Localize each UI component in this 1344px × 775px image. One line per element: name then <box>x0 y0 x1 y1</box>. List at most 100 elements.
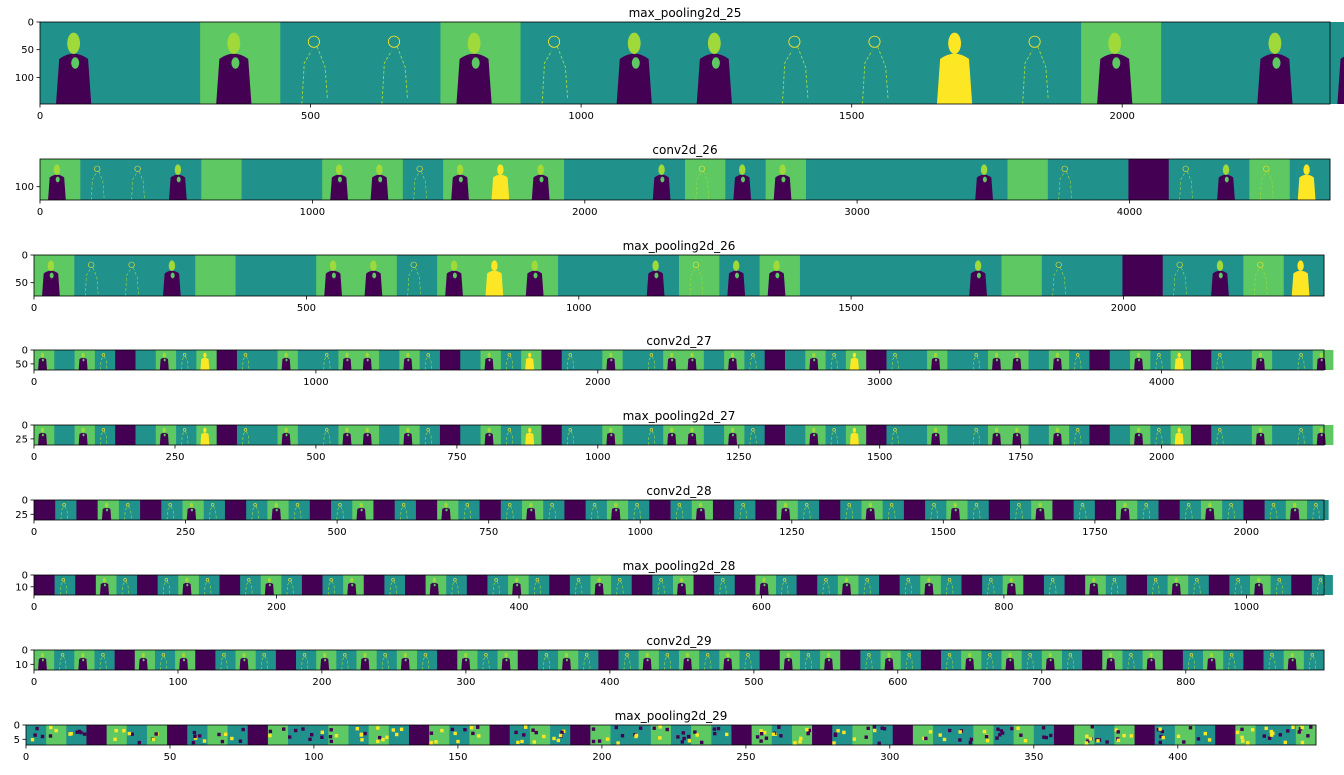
feature-map-tile <box>561 425 583 445</box>
person-hands <box>671 433 674 437</box>
feature-map-tile <box>561 350 583 370</box>
edge-head <box>677 503 682 507</box>
feature-map-tile <box>405 575 427 595</box>
activation-dot <box>807 728 811 733</box>
person-head <box>141 652 145 658</box>
feature-map-tile <box>578 650 599 670</box>
person-hands <box>976 272 981 279</box>
x-tick-label: 2000 <box>1234 527 1259 538</box>
person-silhouette <box>780 507 791 520</box>
person-hands <box>445 508 448 512</box>
edge-outline <box>381 655 389 671</box>
feature-map-tile <box>1109 425 1131 445</box>
feature-map-tile <box>1292 350 1314 370</box>
feature-map-tile <box>973 725 994 745</box>
person-silhouette <box>526 507 536 520</box>
feature-map-tile <box>1291 575 1313 595</box>
feature-map-tile <box>1272 350 1293 370</box>
activation-dot <box>958 738 962 742</box>
feature-map-tile <box>500 350 522 370</box>
y-tick-label: 0 <box>22 646 28 657</box>
feature-map-tile <box>1188 575 1210 595</box>
edge-outline <box>506 355 514 371</box>
person-silhouette <box>1211 270 1229 296</box>
activation-dot <box>695 733 699 737</box>
feature-map-tile <box>1190 425 1212 445</box>
person-silhouette <box>1255 432 1265 445</box>
person-hands <box>735 272 739 279</box>
feature-map-tile <box>1122 255 1164 296</box>
x-tick-label: 1500 <box>839 111 864 122</box>
person-hands <box>1259 358 1262 362</box>
feature-map-tile <box>1229 575 1251 595</box>
person-silhouette <box>38 657 47 670</box>
feature-map-tile <box>1243 650 1264 670</box>
edge-outline <box>1052 267 1066 297</box>
person-head <box>185 577 189 583</box>
activation-dot <box>866 726 870 730</box>
activation-dot <box>385 735 389 739</box>
edge-head <box>1218 428 1222 432</box>
person-silhouette <box>347 582 357 595</box>
person-hands <box>366 433 369 437</box>
person-head <box>690 427 694 433</box>
activation-dot <box>560 730 564 734</box>
feature-map-tile <box>34 500 56 520</box>
feature-map-tile <box>446 575 468 595</box>
edge-outline <box>616 580 624 596</box>
edge-outline <box>1216 430 1224 446</box>
person-head <box>731 427 735 433</box>
feature-map-tile <box>394 500 417 520</box>
x-tick-label: 0 <box>31 677 37 688</box>
person-silhouette <box>512 582 522 595</box>
person-head <box>168 260 176 272</box>
feature-map-tile <box>318 350 339 370</box>
edge-outline <box>1049 580 1057 596</box>
edge-head <box>453 578 457 582</box>
person-silhouette <box>200 432 210 445</box>
person-silhouette <box>616 53 652 104</box>
person-silhouette <box>403 432 413 445</box>
edge-head <box>698 165 706 172</box>
edge-outline <box>695 171 710 201</box>
activation-dot <box>658 725 662 729</box>
person-hands <box>360 508 363 512</box>
feature-map-tile <box>1231 350 1253 370</box>
person-head <box>1319 352 1323 358</box>
feature-map-tile <box>54 650 75 670</box>
activation-dot <box>713 731 717 736</box>
person-hands <box>784 508 788 512</box>
edge-head <box>94 165 101 172</box>
x-tick-label: 700 <box>1032 677 1051 688</box>
edge-outline <box>972 430 980 446</box>
person-head <box>934 427 938 433</box>
feature-map-tile <box>336 650 357 670</box>
activation-dot <box>552 736 556 741</box>
activation-dot <box>985 738 990 743</box>
edge-outline <box>689 267 704 297</box>
edge-head <box>576 578 581 582</box>
person-hands <box>71 57 80 69</box>
activation-dot <box>310 733 314 737</box>
person-hands <box>204 358 207 362</box>
feature-map-tile <box>886 425 908 445</box>
edge-head <box>824 578 828 582</box>
edge-head <box>410 261 417 268</box>
activation-dot <box>1044 735 1048 740</box>
edge-outline <box>1173 267 1187 297</box>
edge-head <box>568 428 572 432</box>
feature-map-tile <box>1082 255 1123 296</box>
person-head <box>670 352 674 358</box>
activation-dot <box>127 731 131 736</box>
activation-dot <box>968 740 973 745</box>
feature-map-tile <box>528 575 550 595</box>
feature-map-tile <box>388 725 410 745</box>
activation-dot <box>355 727 359 731</box>
person-head <box>1092 577 1096 583</box>
edge-head <box>1061 165 1068 172</box>
person-head <box>1009 577 1014 583</box>
feature-map-tile <box>288 500 311 520</box>
edge-head <box>782 578 787 582</box>
person-hands <box>1305 176 1310 183</box>
